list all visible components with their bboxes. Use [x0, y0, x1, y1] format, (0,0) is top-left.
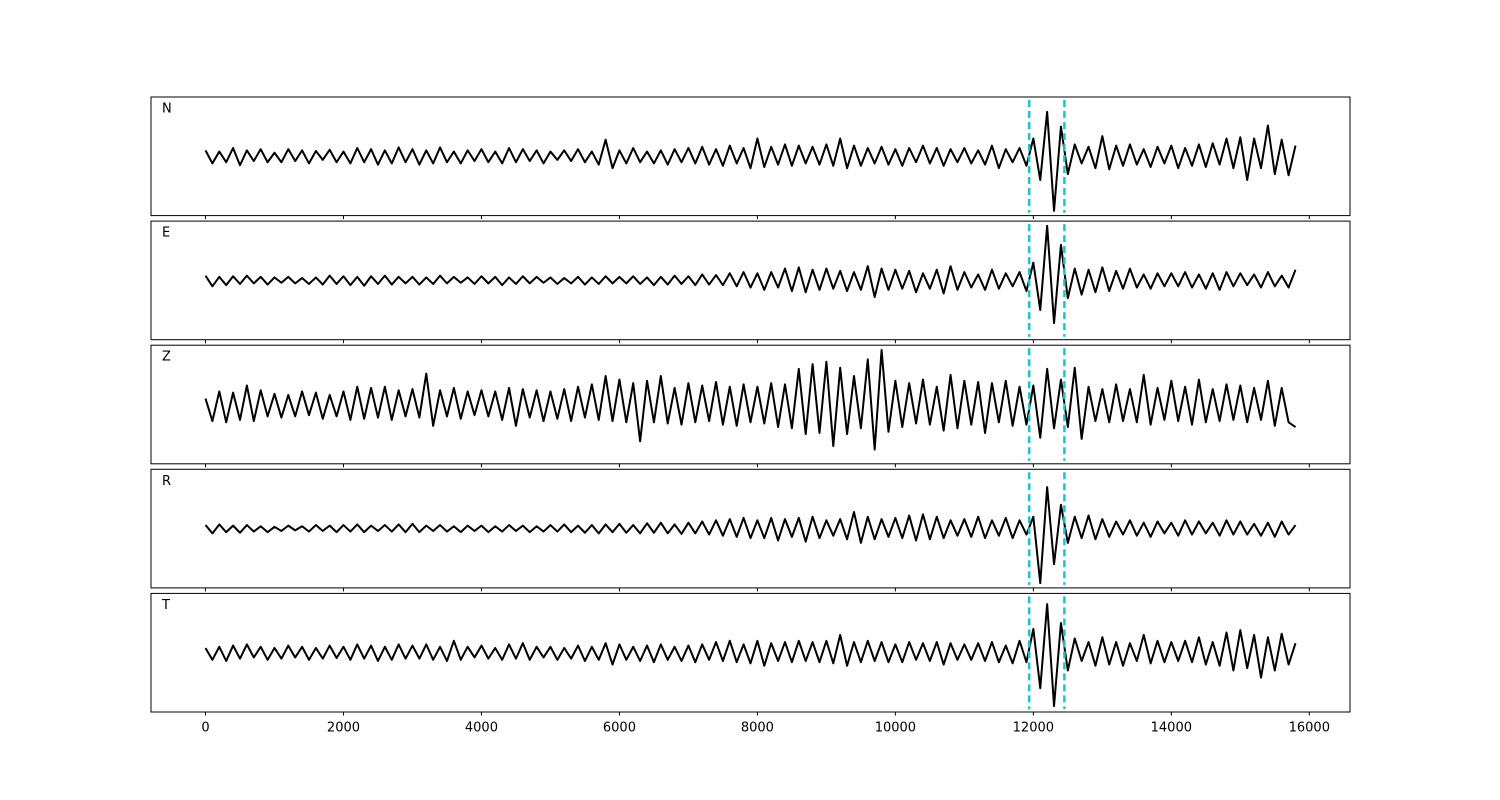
panel-label: R	[162, 474, 171, 489]
x-tick-label: 4000	[465, 721, 498, 736]
trace	[204, 224, 1297, 325]
panel-label: E	[162, 226, 170, 241]
panel-frame	[150, 220, 1351, 341]
x-tick-label: 8000	[741, 721, 774, 736]
x-tick-label: 12000	[1013, 721, 1054, 736]
x-tick-label: 14000	[1151, 721, 1192, 736]
x-tick-label: 16000	[1289, 721, 1330, 736]
panel-frame	[150, 96, 1351, 217]
trace	[204, 348, 1297, 451]
trace	[204, 110, 1297, 212]
x-tick-label: 10000	[875, 721, 916, 736]
panel-frame	[150, 592, 1351, 713]
trace	[204, 486, 1297, 585]
x-tick-label: 6000	[603, 721, 636, 736]
panel-frame	[150, 468, 1351, 589]
panel-label: N	[162, 102, 172, 117]
panel-label: Z	[162, 350, 171, 365]
x-tick-label: 2000	[327, 721, 360, 736]
panel-label: T	[161, 598, 170, 613]
x-tick-label: 0	[201, 721, 209, 736]
panel-frame	[150, 344, 1351, 465]
trace	[204, 603, 1297, 708]
